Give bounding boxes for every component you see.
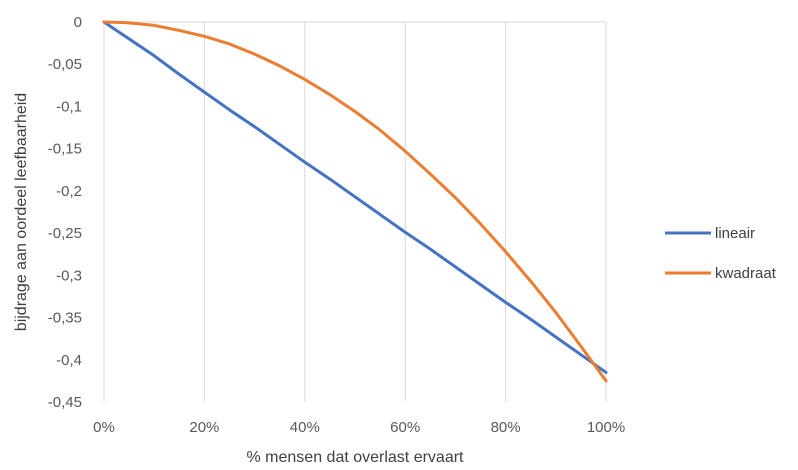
y-tick-label: 0 bbox=[74, 14, 82, 31]
x-axis-title: % mensen dat overlast ervaart bbox=[247, 449, 465, 466]
series bbox=[102, 20, 608, 383]
y-tick-label: -0,35 bbox=[48, 310, 82, 327]
tick-labels: 0 -0,05 -0,1 -0,15 -0,2 -0,25 -0,3 -0,35 -0,4 -0,… bbox=[48, 14, 625, 436]
x-tick-label: 20% bbox=[189, 419, 219, 436]
x-tick-label: 80% bbox=[491, 419, 521, 436]
y-tick-label: -0,4 bbox=[56, 352, 82, 369]
y-tick-label: -0,15 bbox=[48, 141, 82, 158]
series-line-kwadraat bbox=[102, 20, 608, 383]
legend-label-kwadraat: kwadraat bbox=[715, 265, 777, 282]
x-tick-label: 60% bbox=[390, 419, 420, 436]
x-tick-label: 0% bbox=[93, 419, 115, 436]
y-tick-label: -0,25 bbox=[48, 225, 82, 242]
x-tick-label: 40% bbox=[290, 419, 320, 436]
x-tick-label: 100% bbox=[587, 419, 625, 436]
axes bbox=[103, 21, 606, 402]
y-tick-label: -0,1 bbox=[56, 98, 82, 115]
legend-label-lineair: lineair bbox=[715, 225, 755, 242]
y-tick-label: -0,3 bbox=[56, 267, 82, 284]
y-tick-label: -0,45 bbox=[48, 394, 82, 411]
grid bbox=[203, 22, 607, 402]
legend: lineair kwadraat bbox=[665, 225, 777, 282]
y-tick-label: -0,05 bbox=[48, 56, 82, 73]
series-line-lineair bbox=[102, 20, 608, 374]
y-axis-title: bijdrage aan oordeel leefbaarheid bbox=[13, 93, 30, 331]
y-tick-label: -0,2 bbox=[56, 183, 82, 200]
